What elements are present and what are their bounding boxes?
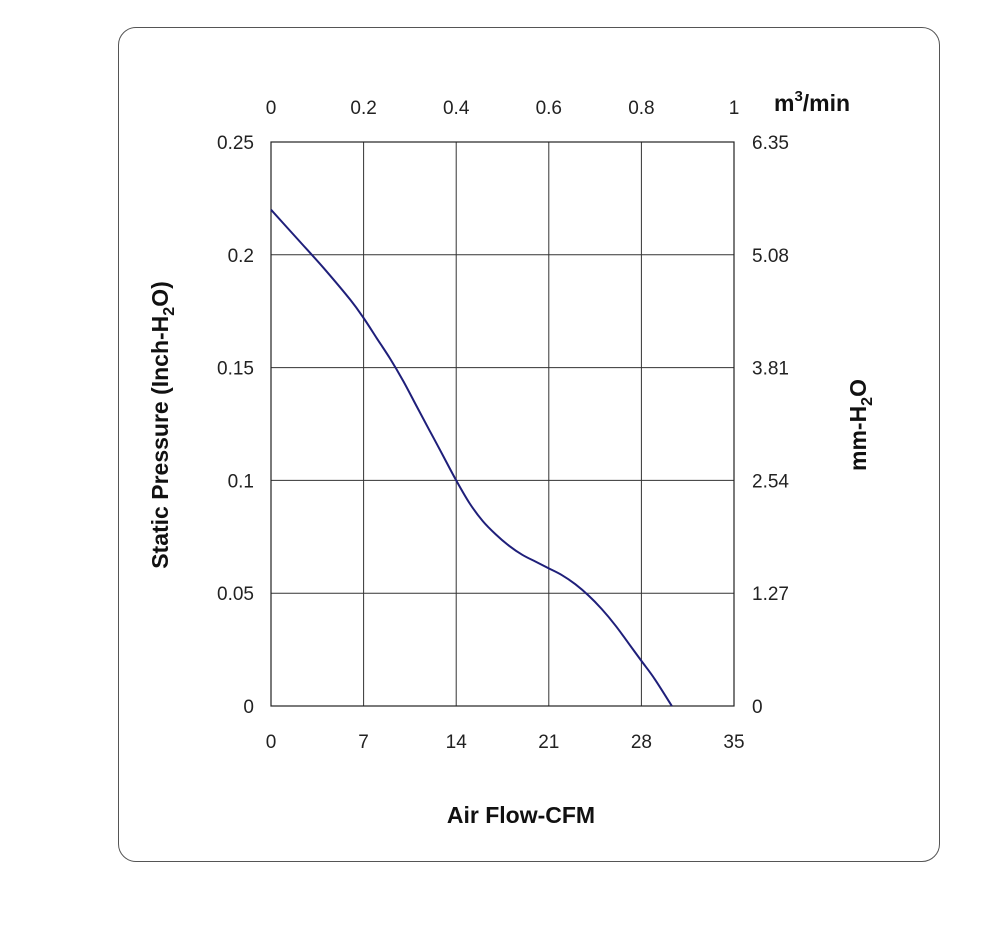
y-axis-title: Static Pressure (Inch-H2O) bbox=[147, 281, 178, 569]
y2-axis-title-end: O bbox=[845, 379, 871, 397]
y2-axis-title: mm-H2O bbox=[845, 379, 876, 471]
y-tick-label: 0.2 bbox=[228, 246, 254, 267]
y2-tick-label: 3.81 bbox=[752, 359, 789, 380]
y2-tick-labels: 0 1.27 2.54 3.81 5.08 6.35 bbox=[752, 133, 789, 718]
y-tick-label: 0 bbox=[243, 697, 254, 718]
x2-axis-title-main: m bbox=[774, 90, 794, 116]
x2-tick-label: 1 bbox=[729, 98, 740, 119]
y2-tick-label: 0 bbox=[752, 697, 763, 718]
x2-tick-labels: 0 0.2 0.4 0.6 0.8 1 bbox=[266, 98, 740, 119]
grid bbox=[271, 142, 734, 706]
pressure-curve bbox=[270, 209, 673, 707]
y-tick-label: 0.1 bbox=[228, 471, 254, 492]
x-tick-label: 35 bbox=[723, 732, 744, 753]
y-axis-title-main: Static Pressure (Inch-H bbox=[147, 316, 173, 569]
x2-tick-label: 0.4 bbox=[443, 98, 470, 119]
y2-tick-label: 6.35 bbox=[752, 133, 789, 154]
y-tick-label: 0.25 bbox=[217, 133, 254, 154]
y-axis-title-subscript: 2 bbox=[161, 307, 178, 316]
y-tick-label: 0.15 bbox=[217, 359, 254, 380]
y2-axis-title-main: mm-H bbox=[845, 406, 871, 471]
plot-area bbox=[270, 141, 735, 707]
y-axis-title-end: O) bbox=[147, 281, 173, 307]
x-tick-labels: 0 7 14 21 28 35 bbox=[266, 732, 745, 753]
x-tick-label: 0 bbox=[266, 732, 277, 753]
y-tick-labels: 0 0.05 0.1 0.15 0.2 0.25 bbox=[217, 133, 254, 718]
x2-tick-label: 0.6 bbox=[536, 98, 562, 119]
y2-tick-label: 5.08 bbox=[752, 246, 789, 267]
x-tick-label: 28 bbox=[631, 732, 652, 753]
y2-axis-title-subscript: 2 bbox=[859, 397, 876, 406]
x2-axis-title-end: /min bbox=[803, 90, 850, 116]
y-tick-label: 0.05 bbox=[217, 584, 254, 605]
y2-tick-label: 2.54 bbox=[752, 471, 789, 492]
x2-tick-label: 0.2 bbox=[350, 98, 376, 119]
y2-tick-label: 1.27 bbox=[752, 584, 789, 605]
x-tick-label: 21 bbox=[538, 732, 559, 753]
x-tick-label: 14 bbox=[446, 732, 468, 753]
x2-axis-title-superscript: 3 bbox=[794, 88, 802, 105]
x2-axis-title: m3/min bbox=[774, 88, 850, 116]
x-tick-label: 7 bbox=[358, 732, 369, 753]
chart-frame bbox=[118, 27, 940, 862]
x2-tick-label: 0.8 bbox=[628, 98, 654, 119]
x-axis-title: Air Flow-CFM bbox=[447, 802, 595, 828]
x2-tick-label: 0 bbox=[266, 98, 277, 119]
